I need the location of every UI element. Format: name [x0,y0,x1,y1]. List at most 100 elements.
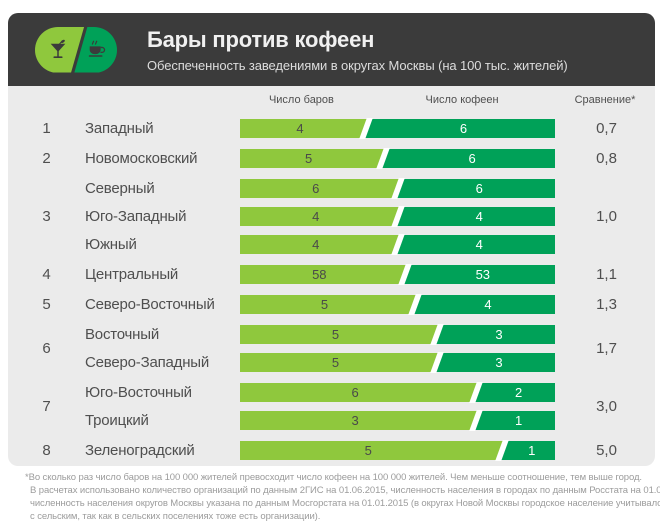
district-name: Зеленоградский [85,442,195,459]
column-headers: Число баров Число кофеен Сравнение* [8,94,655,109]
bar-value-bars: 5 [364,443,372,458]
rank-column-spacer [8,94,85,109]
rank-label: 4 [42,266,51,283]
comparison-value: 0,7 [596,120,617,137]
rank-group: 6 Восточный 5 3 Северо-Западный 5 3 1,7 [8,324,655,373]
group-rows: Центральный 58 53 [85,264,558,285]
comparison-value: 1,1 [596,266,617,283]
table-row: Восточный 5 3 [85,324,558,345]
district-name: Северо-Восточный [85,296,215,313]
bar-column-headers: Число баров Число кофеен [240,94,555,109]
rank-group: 1 Западный 4 6 0,7 [8,118,655,139]
cafes-column-header: Число кофеен [425,94,499,106]
bar-segment-bars [240,325,441,344]
coffee-cup-icon [88,40,106,57]
district-name: Новомосковский [85,150,198,167]
footnote-line: с сельским, так как в сельских поселения… [30,511,321,522]
comparison-value: 3,0 [596,398,617,415]
district-name: Юго-Западный [85,208,187,225]
bar-value-bars: 5 [331,327,340,342]
comparison-column-header: Сравнение* [574,94,636,106]
name-column-spacer [85,94,240,109]
rank-label: 3 [42,208,51,225]
rank-label: 1 [42,120,51,137]
header-text: Бары против кофеен Обеспеченность заведе… [147,27,568,73]
table-row: Юго-Восточный 6 2 [85,382,558,403]
bar-value-cafes: 4 [475,237,483,252]
group-rows: Юго-Восточный 6 2 Троицкий 3 1 [85,382,558,431]
rank-group: 5 Северо-Восточный 5 4 1,3 [8,294,655,315]
district-name: Восточный [85,326,160,343]
group-rows: Западный 4 6 [85,118,558,139]
district-name: Центральный [85,266,179,283]
bar-segment-bars [240,411,480,430]
table-row: Западный 4 6 [85,118,558,139]
bar-value-bars: 5 [304,151,313,166]
footnote-line: *Во сколько раз число баров на 100 000 ж… [25,472,642,483]
rank-group: 3 Северный 6 6 Юго-Западный 4 4 Южный 4 4 1,0 [8,178,655,255]
bar-value-cafes: 4 [475,209,483,224]
table-row: Северо-Восточный 5 4 [85,294,558,315]
bar-segment-bars [240,265,409,284]
page-subtitle: Обеспеченность заведениями в округах Мос… [147,57,568,73]
table-row: Южный 4 4 [85,234,558,255]
bar-segment-bars [240,149,387,168]
table-row: Зеленоградский 5 1 [85,440,558,461]
bar-segment-bars [240,235,402,254]
bar-value-cafes: 1 [528,443,536,458]
district-name: Юго-Восточный [85,384,192,401]
bar-value-cafes: 3 [495,327,503,342]
bar-value-cafes: 3 [495,355,503,370]
table-row: Новомосковский 5 6 [85,148,558,169]
table-row: Центральный 58 53 [85,264,558,285]
infographic-card: Бары против кофеен Обеспеченность заведе… [8,13,655,466]
group-rows: Зеленоградский 5 1 [85,440,558,461]
bar-value-bars: 4 [312,209,320,224]
bar-value-cafes: 6 [475,181,483,196]
bars-column-header: Число баров [268,94,334,106]
bar-segment-bars [240,179,402,198]
bar-value-bars: 58 [312,267,327,282]
bar-value-cafes: 6 [459,121,468,136]
rank-group: 2 Новомосковский 5 6 0,8 [8,148,655,169]
bar-segment-bars [240,353,441,372]
group-rows: Северный 6 6 Юго-Западный 4 4 Южный 4 4 [85,178,558,255]
bar-value-cafes: 4 [484,297,492,312]
header: Бары против кофеен Обеспеченность заведе… [8,13,655,86]
district-name: Южный [85,236,137,253]
group-rows: Восточный 5 3 Северо-Западный 5 3 [85,324,558,373]
district-table: 1 Западный 4 6 0,7 2 Новомосковский 5 6 0,8 3 Север… [8,118,655,461]
district-name: Западный [85,120,154,137]
bar-value-bars: 4 [312,237,320,252]
table-row: Троицкий 3 1 [85,410,558,431]
bar-segment-bars [240,295,419,314]
bar-value-cafes: 2 [515,385,523,400]
group-rows: Новомосковский 5 6 [85,148,558,169]
bar-value-cafes: 1 [515,413,523,428]
bar-value-bars: 4 [296,121,304,136]
bar-value-bars: 5 [331,355,340,370]
rank-label: 8 [42,442,51,459]
footnote: *Во сколько раз число баров на 100 000 ж… [8,471,660,523]
comparison-value: 1,7 [596,340,617,357]
ratio-bar: 58 53 [240,264,555,285]
district-name: Северо-Западный [85,354,210,371]
page-title: Бары против кофеен [147,26,375,52]
footnote-line: численность населения округов Москвы ука… [30,498,660,509]
bar-value-cafes: 6 [468,151,476,166]
bar-value-bars: 6 [312,181,320,196]
rank-label: 6 [42,340,51,357]
rank-label: 2 [42,150,51,167]
group-rows: Северо-Восточный 5 4 [85,294,558,315]
table-row: Северо-Западный 5 3 [85,352,558,373]
bar-segment-bars [240,441,506,460]
